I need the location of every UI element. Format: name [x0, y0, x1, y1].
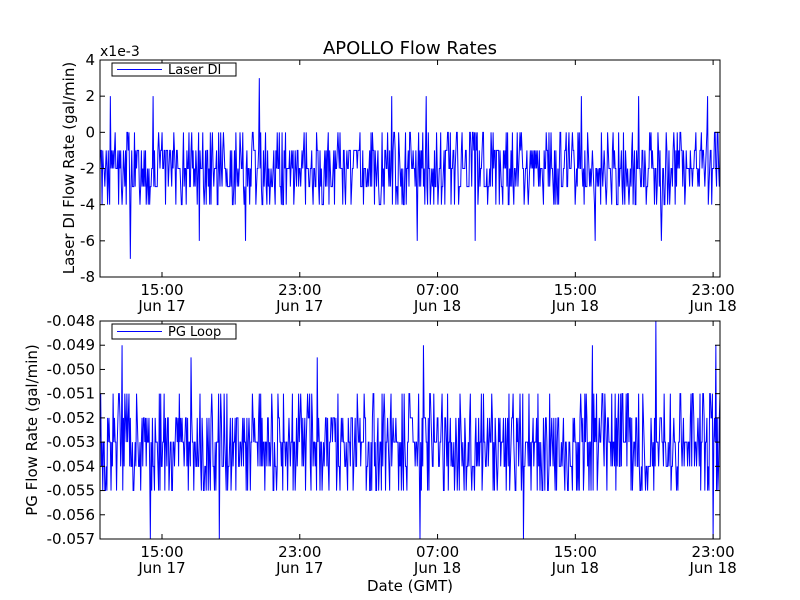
y-tick-label: -0.049: [47, 336, 95, 354]
bottom-axes-frame: [99, 320, 721, 540]
y-tick-label: -8: [80, 268, 95, 286]
y-tick-label: 2: [85, 87, 95, 105]
y-tick-label: 0: [85, 123, 95, 141]
y-tick-label: -2: [80, 160, 95, 178]
x-tick-date: Jun 18: [551, 559, 599, 577]
x-tick-date: Jun 17: [275, 297, 323, 315]
top-legend: Laser DI: [111, 62, 237, 78]
x-tick-time: 07:00: [416, 543, 459, 561]
y-tick-label: -0.051: [47, 385, 95, 403]
y-tick-label: -0.056: [47, 506, 95, 524]
x-tick-time: 15:00: [554, 543, 597, 561]
y-tick-label: -0.054: [47, 457, 95, 475]
y-tick-label: 4: [85, 51, 95, 69]
x-tick-time: 23:00: [691, 281, 734, 299]
bottom-y-axis-label: PG Flow Rate (gal/min): [23, 344, 41, 516]
x-tick-date: Jun 18: [688, 297, 736, 315]
y-tick-label: -6: [80, 232, 95, 250]
pg-loop-series-group: [99, 320, 721, 540]
x-tick-time: 07:00: [416, 281, 459, 299]
y-tick-label: -0.048: [47, 312, 95, 330]
y-tick-label: -0.055: [47, 482, 95, 500]
x-tick-date: Jun 17: [137, 559, 185, 577]
laser-di-series-group: [99, 78, 721, 259]
x-tick-date: Jun 18: [413, 559, 461, 577]
top-y-ticks: -8 -6 -4 -2 0 2 4: [80, 51, 720, 286]
x-tick-date: Jun 18: [688, 559, 736, 577]
bottom-legend-box: [111, 323, 237, 340]
x-tick-time: 15:00: [140, 281, 183, 299]
x-tick-date: Jun 17: [137, 297, 185, 315]
x-tick-time: 15:00: [554, 281, 597, 299]
x-tick-date: Jun 17: [275, 559, 323, 577]
y-tick-label: -4: [80, 196, 95, 214]
x-tick-time: 23:00: [691, 543, 734, 561]
y-tick-label: -0.057: [47, 530, 95, 548]
x-axis-label: Date (GMT): [367, 577, 453, 595]
x-tick-time: 23:00: [278, 281, 321, 299]
y-tick-label: -0.053: [47, 433, 95, 451]
pg-loop-series-line: [99, 320, 721, 540]
top-y-axis-label: Laser DI Flow Rate (gal/min): [60, 62, 78, 274]
x-tick-time: 23:00: [278, 543, 321, 561]
top-legend-label: Laser DI: [168, 63, 221, 78]
bottom-legend-label: PG Loop: [168, 325, 221, 340]
bottom-legend: PG Loop: [111, 323, 237, 340]
bottom-panel: -0.057 -0.056 -0.055 -0.054 -0.053 -0.052 -0.0…: [23, 312, 737, 577]
y-tick-label: -0.052: [47, 409, 95, 427]
top-legend-box: [111, 62, 237, 77]
y-tick-label: -0.050: [47, 360, 95, 378]
x-tick-time: 15:00: [140, 543, 183, 561]
laser-di-series-line: [99, 78, 721, 259]
bottom-y-ticks: -0.057 -0.056 -0.055 -0.054 -0.053 -0.052 -0.0…: [47, 312, 720, 548]
x-tick-date: Jun 18: [551, 297, 599, 315]
x-tick-date: Jun 18: [413, 297, 461, 315]
top-scale-label: x1e-3: [100, 44, 140, 60]
chart-title: APOLLO Flow Rates: [323, 38, 497, 59]
